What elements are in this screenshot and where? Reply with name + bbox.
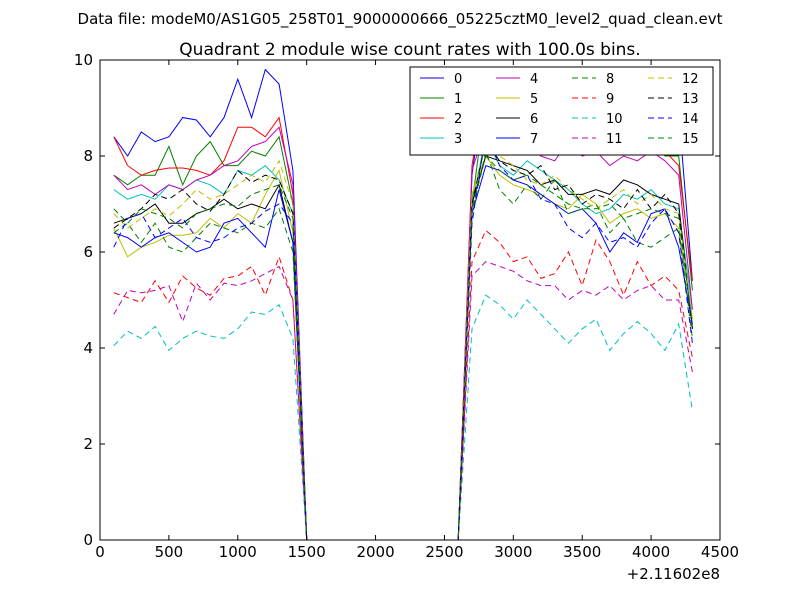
figure-suptitle: Data file: modeM0/AS1G05_258T01_90000006…: [78, 10, 723, 29]
x-tick-label: 1500: [288, 543, 326, 561]
x-tick-label: 0: [95, 543, 105, 561]
series-line-4: [113, 126, 693, 541]
series-line-7: [113, 164, 693, 541]
legend-label-1: 1: [454, 92, 462, 107]
legend-label-14: 14: [682, 112, 699, 127]
y-tick-label: 2: [83, 435, 93, 453]
x-tick-label: 3500: [563, 543, 601, 561]
x-offset-label: +2.11602e8: [627, 565, 720, 583]
series-line-6: [113, 155, 693, 541]
axis-ticks: 0 500 1000 1500 2000 2500 3000 3500 4000 4500 0 2 4 6…: [74, 51, 739, 561]
series-line-10: [113, 294, 693, 541]
series-line-13: [113, 140, 693, 541]
legend-box: [409, 66, 714, 156]
legend-label-15: 15: [682, 132, 699, 147]
x-tick-label: 1000: [219, 543, 257, 561]
series-line-5: [113, 154, 693, 541]
chart-title: Quadrant 2 module wise count rates with …: [179, 40, 640, 60]
series-line-11: [113, 261, 693, 541]
y-tick-label: 4: [83, 339, 93, 357]
series-line-8: [113, 149, 693, 541]
plot-frame: [99, 59, 721, 541]
legend-label-12: 12: [682, 72, 699, 87]
legend-label-0: 0: [454, 72, 462, 87]
series-line-15: [113, 155, 693, 541]
legend-label-5: 5: [530, 92, 538, 107]
x-tick-label: 3000: [494, 543, 532, 561]
y-tick-label: 8: [83, 147, 93, 165]
y-tick-label: 10: [74, 51, 93, 69]
legend-label-9: 9: [606, 92, 614, 107]
y-tick-label: 0: [83, 531, 93, 549]
legend-label-8: 8: [606, 72, 614, 87]
series-line-9: [113, 229, 693, 541]
legend-label-4: 4: [530, 72, 538, 87]
x-tick-label: 2500: [425, 543, 463, 561]
x-tick-label: 4000: [632, 543, 670, 561]
legend-label-13: 13: [682, 92, 699, 107]
legend-label-10: 10: [606, 112, 623, 127]
legend-label-7: 7: [530, 132, 538, 147]
series-line-1: [113, 96, 693, 541]
series-line-3: [113, 135, 693, 541]
legend-label-6: 6: [530, 112, 538, 127]
x-tick-label: 4500: [701, 543, 739, 561]
legend-label-2: 2: [454, 112, 462, 127]
x-tick-label: 500: [155, 543, 184, 561]
y-tick-label: 6: [83, 243, 93, 261]
legend-label-3: 3: [454, 132, 462, 147]
x-tick-label: 2000: [356, 543, 394, 561]
legend-label-11: 11: [606, 132, 623, 147]
